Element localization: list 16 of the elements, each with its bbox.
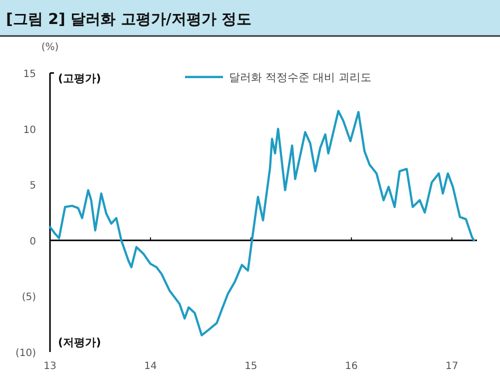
y-tick-label: 10 [23, 124, 36, 136]
y-tick-label: (10) [15, 348, 36, 359]
annotation: (저평가) [58, 336, 102, 349]
y-tick-label: 5 [30, 180, 36, 192]
x-tick-label: 15 [244, 361, 258, 372]
y-tick-label: 15 [23, 69, 36, 80]
legend-label: 달러화 적정수준 대비 괴리도 [229, 71, 372, 84]
annotation: (고평가) [58, 72, 102, 85]
x-tick-label: 14 [144, 361, 157, 372]
x-tick-label: 16 [345, 361, 358, 372]
y-axis-title: (%) [41, 42, 59, 53]
y-tick-label: 0 [30, 236, 36, 248]
y-tick-label: (5) [22, 292, 36, 304]
chart-title: [그림 2] 달러화 고평가/저평가 정도 [6, 10, 252, 28]
x-tick-label: 17 [446, 361, 458, 372]
x-tick-label: 13 [44, 361, 56, 372]
